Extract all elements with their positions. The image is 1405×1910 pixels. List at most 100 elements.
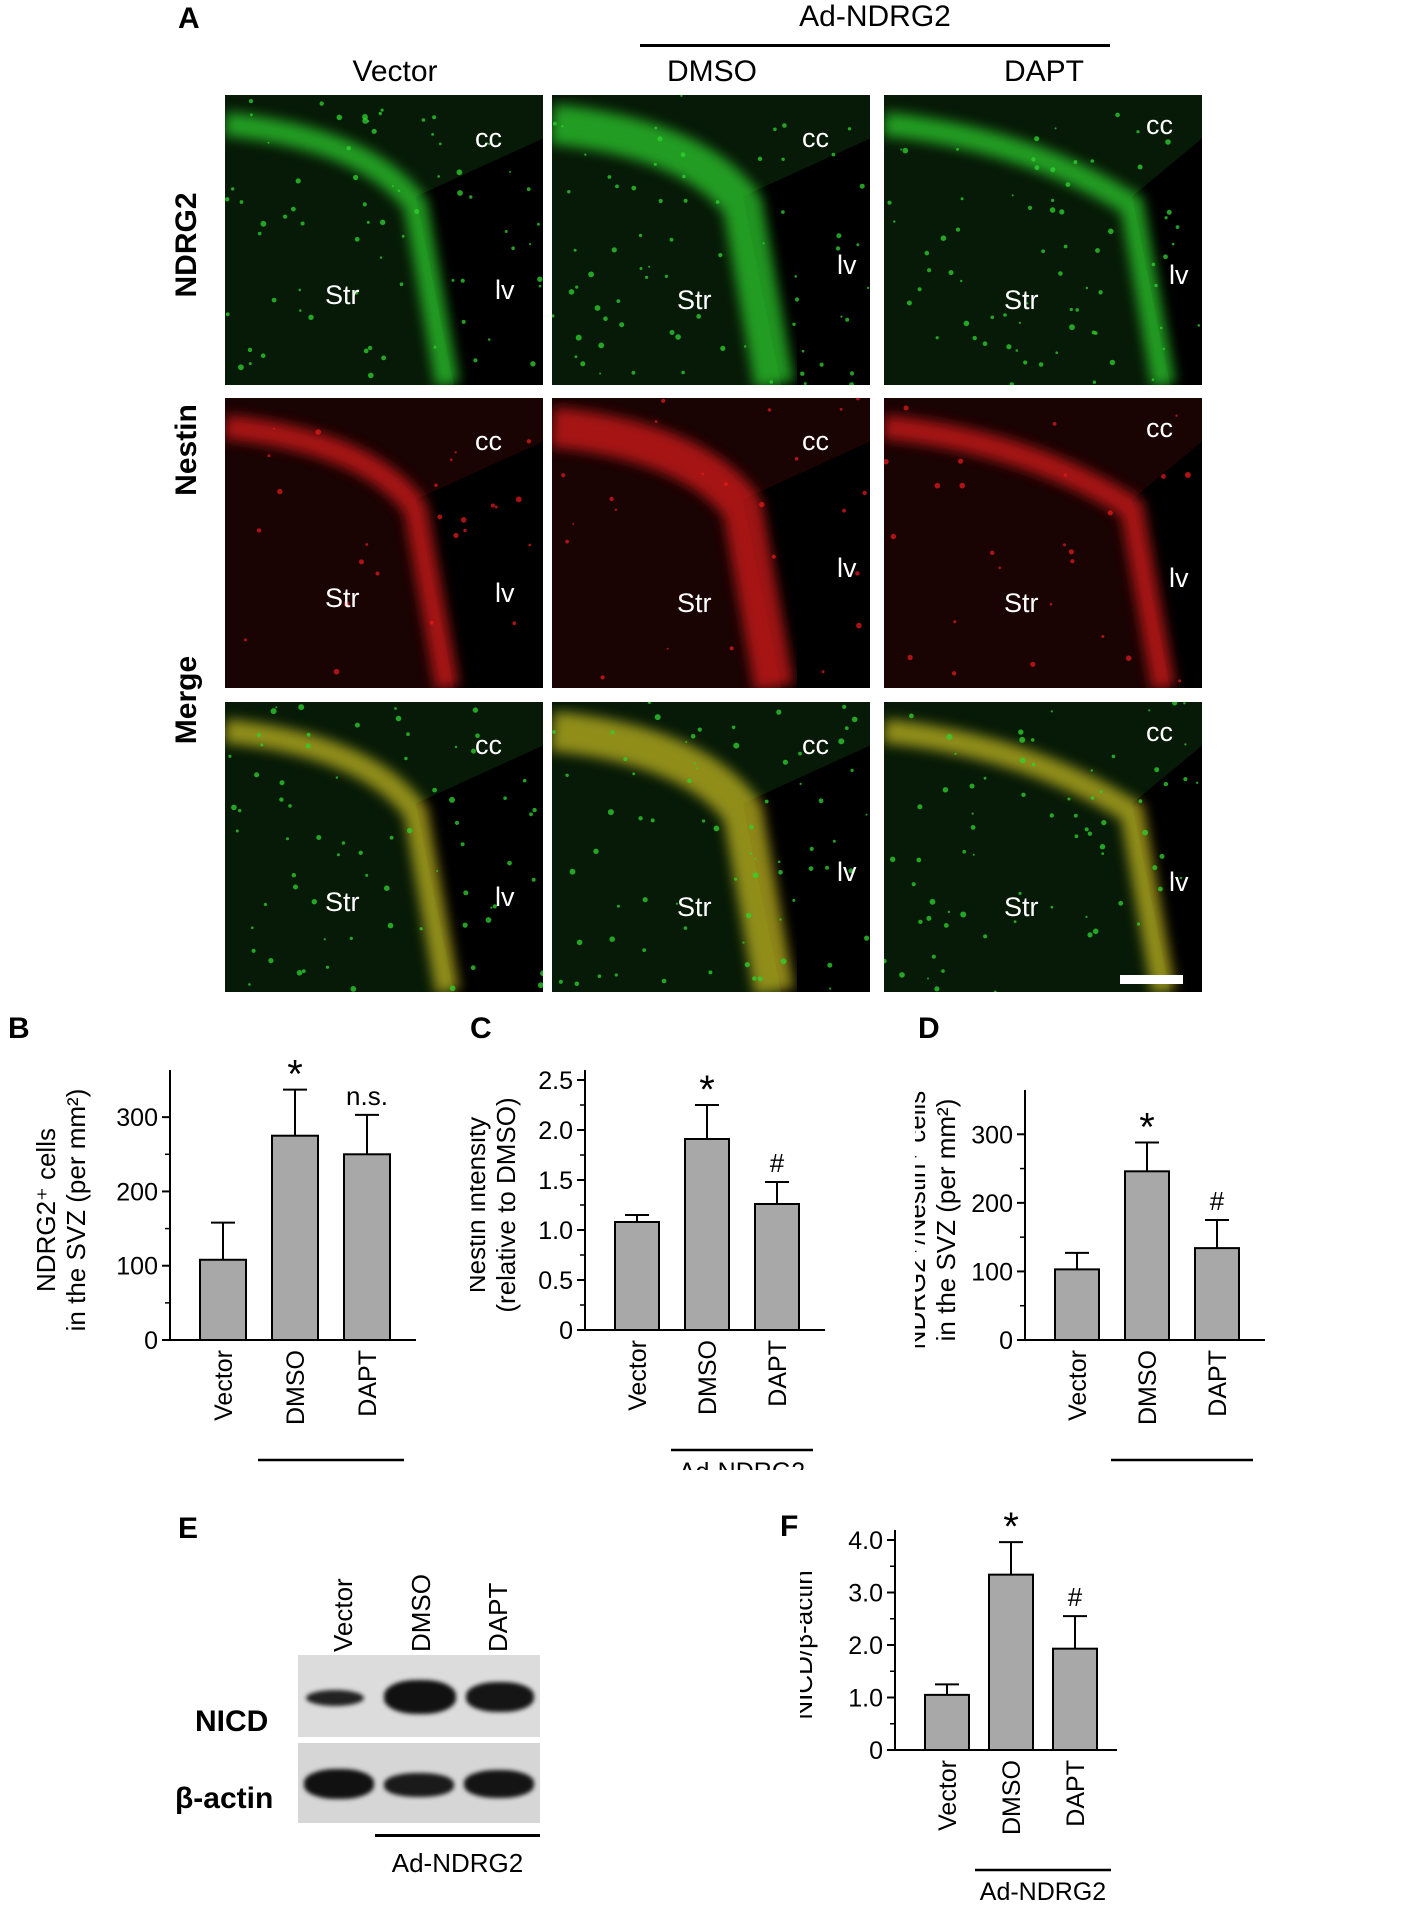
y-axis-label: in the SVZ (per mm²) (61, 1089, 91, 1332)
y-axis-label: NICD/β-actin (800, 1570, 818, 1719)
scale-bar (1120, 975, 1183, 984)
y-tick-label: 0 (869, 1737, 883, 1765)
micrograph-nestin-dmso: cc lv Str (552, 398, 870, 688)
bar-dmso (271, 1134, 319, 1342)
row-label-nestin: Nestin (170, 404, 203, 496)
significance-label: # (770, 1148, 785, 1178)
annotation-lv: lv (495, 882, 515, 912)
blot-band (384, 1680, 456, 1714)
group-label: Ad-NDRG2 (1119, 1468, 1245, 1470)
bar-vector (199, 1258, 247, 1341)
x-tick-label: DAPT (764, 1340, 792, 1407)
significance-label: # (1210, 1186, 1225, 1216)
blot-group-label: Ad-NDRG2 (391, 1848, 524, 1878)
annotation-lv: lv (1169, 260, 1189, 290)
blot-lane-labels: Vector DMSO DAPT (300, 1570, 545, 1655)
group-line-a (640, 44, 1110, 47)
annotation-lv: lv (495, 578, 515, 608)
annotation-cc: cc (1146, 717, 1173, 747)
column-header-vector: Vector (352, 55, 438, 88)
y-tick-label: 2.0 (538, 1117, 573, 1145)
annotation-cc: cc (1146, 110, 1173, 140)
y-tick-label: 0 (999, 1327, 1013, 1355)
panel-label-b: B (8, 1012, 30, 1045)
bar-dapt (343, 1153, 391, 1341)
y-tick-label: 0 (559, 1317, 573, 1345)
micrograph-merge-dapt: cc lv Str (884, 702, 1202, 992)
x-tick-label: DMSO (998, 1760, 1026, 1835)
blot-band (464, 1770, 534, 1798)
bar-dapt (754, 1203, 800, 1331)
x-tick-label: DMSO (282, 1350, 310, 1425)
annotation-cc: cc (802, 426, 829, 456)
blot-band (304, 1769, 374, 1799)
x-tick-label: DAPT (1204, 1350, 1232, 1417)
y-axis-label: (relative to DMSO) (491, 1097, 521, 1312)
annotation-str: Str (325, 583, 360, 613)
y-tick-label: 4.0 (848, 1527, 883, 1555)
micrograph-merge-vector: cc lv Str (225, 702, 543, 992)
y-tick-label: 1.0 (538, 1217, 573, 1245)
y-tick-label: 200 (116, 1178, 158, 1206)
bar-dmso (684, 1138, 730, 1331)
blot-strip-beta-actin (298, 1743, 540, 1823)
y-tick-label: 300 (116, 1104, 158, 1132)
blot-strip-nicd (298, 1655, 540, 1737)
chart-f: 0 1.0 2.0 3.0 4.0 NICD/β-actin Vector * DMSO # DAP… (788, 1500, 1200, 1906)
significance-label: * (699, 1068, 715, 1112)
significance-label: * (1003, 1505, 1019, 1549)
significance-label: * (287, 1053, 303, 1097)
row-label-ndrg2: NDRG2 (170, 192, 203, 298)
annotation-str: Str (677, 285, 712, 315)
x-tick-label: DAPT (354, 1350, 382, 1417)
x-tick-label: DMSO (694, 1340, 722, 1415)
annotation-cc: cc (802, 123, 829, 153)
blot-group-line (375, 1834, 540, 1837)
annotation-cc: cc (1146, 413, 1173, 443)
y-tick-label: 100 (116, 1253, 158, 1281)
micrograph-ndrg2-dmso: cc lv Str (552, 95, 870, 385)
bar-vector (1054, 1268, 1100, 1341)
x-tick-label: Vector (210, 1350, 238, 1421)
y-tick-label: 2.0 (848, 1632, 883, 1660)
blot-lane-label: DAPT (483, 1583, 513, 1652)
y-axis-label: Nestin intensity (470, 1117, 491, 1293)
annotation-lv: lv (1169, 563, 1189, 593)
group-label-a: Ad-NDRG2 (799, 0, 951, 33)
annotation-str: Str (325, 887, 360, 917)
y-tick-label: 200 (971, 1190, 1013, 1218)
panel-label-f: F (780, 1510, 799, 1543)
x-tick-label: Vector (1064, 1350, 1092, 1421)
y-axis-label: in the SVZ (per mm²) (931, 1099, 961, 1342)
annotation-lv: lv (837, 553, 857, 583)
panel-label-c: C (470, 1012, 492, 1045)
group-label: Ad-NDRG2 (268, 1468, 394, 1470)
bar-dapt (1194, 1247, 1240, 1341)
annotation-lv: lv (1169, 867, 1189, 897)
bar-vector (924, 1693, 970, 1751)
row-label-merge: Merge (170, 655, 203, 745)
significance-label: * (1139, 1106, 1155, 1150)
annotation-str: Str (677, 588, 712, 618)
annotation-str: Str (1004, 588, 1039, 618)
x-tick-label: DAPT (1062, 1760, 1090, 1827)
blot-lane-label: DMSO (406, 1574, 436, 1652)
significance-label: # (1068, 1582, 1083, 1612)
band-label-beta-actin: β-actin (175, 1782, 274, 1815)
chart-c: 0 0.5 1.0 1.5 2.0 2.5 Nestin intensity (relativ… (461, 1010, 915, 1486)
annotation-str: Str (677, 892, 712, 922)
annotation-str: Str (1004, 892, 1039, 922)
y-tick-label: 2.5 (538, 1067, 573, 1095)
annotation-str: Str (1004, 285, 1039, 315)
y-tick-label: 0.5 (538, 1267, 573, 1295)
chart-d: 0 100 200 300 NDRG2⁺/Nestin⁺ cells in the SVZ… (901, 1010, 1395, 1496)
group-label: Ad-NDRG2 (679, 1458, 805, 1470)
micrograph-ndrg2-vector: cc lv Str (225, 95, 543, 385)
column-header-dmso: DMSO (667, 55, 757, 88)
blot-band (306, 1690, 364, 1706)
blot-band (384, 1773, 454, 1797)
x-tick-label: Vector (624, 1340, 652, 1411)
micrograph-merge-dmso: cc lv Str (552, 702, 870, 992)
panel-label-e: E (178, 1512, 199, 1545)
bar-vector (614, 1221, 660, 1331)
